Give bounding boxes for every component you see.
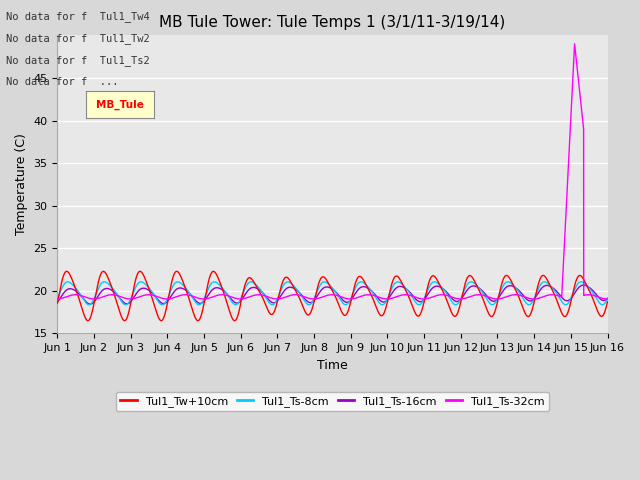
Y-axis label: Temperature (C): Temperature (C) [15,133,28,235]
Text: No data for f  Tul1_Tw4: No data for f Tul1_Tw4 [6,11,150,22]
Legend: Tul1_Tw+10cm, Tul1_Ts-8cm, Tul1_Ts-16cm, Tul1_Ts-32cm: Tul1_Tw+10cm, Tul1_Ts-8cm, Tul1_Ts-16cm,… [116,392,549,411]
Text: MB_Tule: MB_Tule [96,99,144,109]
Text: No data for f  ...: No data for f ... [6,77,119,87]
Text: No data for f  Tul1_Ts2: No data for f Tul1_Ts2 [6,55,150,66]
X-axis label: Time: Time [317,359,348,372]
Text: No data for f  Tul1_Tw2: No data for f Tul1_Tw2 [6,33,150,44]
Title: MB Tule Tower: Tule Temps 1 (3/1/11-3/19/14): MB Tule Tower: Tule Temps 1 (3/1/11-3/19… [159,15,506,30]
